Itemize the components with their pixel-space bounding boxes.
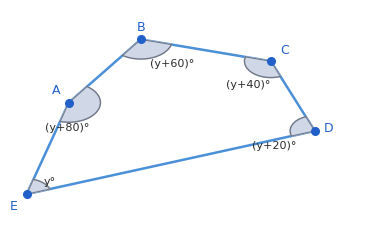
Polygon shape xyxy=(60,86,100,122)
Polygon shape xyxy=(244,57,280,78)
Text: C: C xyxy=(280,44,288,57)
Text: (y+20)°: (y+20)° xyxy=(252,141,296,151)
Text: A: A xyxy=(52,84,61,97)
Text: D: D xyxy=(323,122,333,135)
Polygon shape xyxy=(123,39,171,59)
Text: (y+40)°: (y+40)° xyxy=(226,80,270,90)
Text: E: E xyxy=(10,200,17,213)
Polygon shape xyxy=(27,39,315,194)
Polygon shape xyxy=(290,117,315,136)
Text: B: B xyxy=(137,21,145,34)
Polygon shape xyxy=(27,180,50,194)
Text: y°: y° xyxy=(44,177,56,187)
Text: (y+60)°: (y+60)° xyxy=(150,59,195,69)
Text: (y+80)°: (y+80)° xyxy=(45,123,89,133)
